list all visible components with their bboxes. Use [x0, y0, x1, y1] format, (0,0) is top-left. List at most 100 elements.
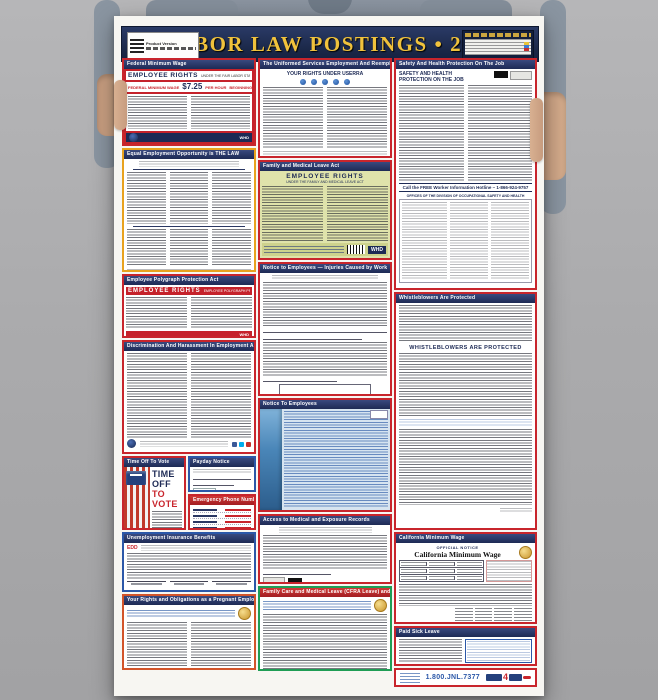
medical-records-title-text	[278, 527, 372, 533]
section-federal-minimum-wage: Federal Minimum Wage EMPLOYEE RIGHTS UND…	[122, 58, 256, 146]
paid-sick-body-text	[399, 639, 462, 663]
ca-wage-note-box	[486, 560, 532, 582]
cfra-seal-icon	[374, 599, 387, 612]
sticker-gold-text	[465, 33, 531, 37]
product-version-code	[146, 47, 196, 50]
section-payday-notice: Payday Notice	[188, 456, 256, 492]
section-header: California Minimum Wage	[396, 534, 535, 543]
section-header: Employee Polygraph Protection Act	[124, 276, 254, 285]
userra-body-text	[263, 87, 387, 149]
safety-hotline: Call the FREE Worker Information Hotline…	[399, 183, 532, 192]
whistleblower-body-text-2	[399, 429, 532, 505]
fmw-effective-date: BEGINNING JULY 24, 2009	[229, 85, 256, 90]
ca-min-wage-body-text	[399, 584, 532, 606]
section-header: Equal Employment Opportunity is THE LAW	[124, 150, 254, 159]
payday-fill-line-2	[193, 480, 234, 486]
vote-headline-2: TO VOTE	[152, 489, 178, 509]
eeo-intro-text	[139, 161, 239, 167]
whistleblower-title: WHISTLEBLOWERS ARE PROTECTED	[409, 345, 522, 351]
safety-title: SAFETY AND HEALTH PROTECTION ON THE JOB	[399, 71, 464, 83]
brand-logo-right	[509, 674, 522, 681]
product-version-sticker: Product Version	[127, 32, 199, 59]
barcode-label	[465, 39, 531, 55]
section-header: Paid Sick Leave	[396, 628, 535, 637]
fmw-subtitle: UNDER THE FAIR LABOR STANDARDS ACT	[200, 74, 250, 78]
injuries-body-text	[263, 282, 387, 326]
polygraph-body-text	[126, 297, 252, 329]
userra-service-icons	[263, 79, 387, 85]
section-injuries: Notice to Employees — Injuries Caused by…	[258, 262, 392, 396]
twitter-icon	[239, 442, 244, 447]
footer-phone: 1.800.JNL.7377	[425, 674, 480, 681]
safety-offices-table	[399, 199, 532, 283]
ca-wage-table	[399, 560, 532, 582]
whistleblower-rev-text	[500, 508, 532, 513]
calosha-black-logo	[494, 71, 508, 78]
fmw-agency: WHD	[239, 135, 249, 140]
poster-masthead: Product Version LABOR LAW POSTINGS • 201…	[121, 26, 539, 63]
dol-seal-icon	[129, 133, 138, 142]
section-eeo: Equal Employment Opportunity is THE LAW	[122, 148, 256, 272]
section-header: Notice to Employees — Injuries Caused by…	[260, 264, 390, 273]
facebook-icon	[232, 442, 237, 447]
social-icons	[232, 442, 251, 447]
section-header: Family Care and Medical Leave (CFRA Leav…	[260, 588, 390, 597]
injuries-subtitle-text	[272, 275, 378, 280]
fmla-subtitle: UNDER THE FAMILY AND MEDICAL LEAVE ACT	[286, 180, 364, 184]
injuries-form-line-3	[263, 376, 338, 382]
discrimination-footer-text	[140, 440, 228, 447]
section-header: Whistleblowers Are Protected	[396, 294, 535, 303]
section-time-off-to-vote: Time Off To Vote TIME OFF TO VOTE	[122, 456, 186, 530]
section-pregnant-employee: Your Rights and Obligations as a Pregnan…	[122, 594, 256, 670]
section-header: Access to Medical and Exposure Records	[260, 516, 390, 525]
section-safety-health: Safety And Health Protection On The Job …	[394, 58, 537, 290]
injuries-notice-box	[279, 384, 371, 394]
section-ca-min-wage: California Minimum Wage OFFICIAL NOTICE …	[394, 532, 537, 624]
section-userra: The Uniformed Services Employment And Re…	[258, 58, 392, 158]
cfra-title-text	[263, 601, 371, 610]
fmla-footer: WHD	[262, 243, 388, 256]
discrimination-body-text	[127, 353, 251, 439]
ca-official-notice: OFFICIAL NOTICE	[436, 545, 479, 550]
brand-logo-swoosh	[523, 676, 531, 679]
section-fmla: Family and Medical Leave Act EMPLOYEE RI…	[258, 160, 392, 260]
eeo-columns-text	[127, 172, 252, 224]
polygraph-title: EMPLOYEE RIGHTS	[128, 288, 201, 294]
notice-employees-body-text	[284, 411, 388, 508]
cfra-body-text	[263, 614, 387, 669]
section-paid-sick-leave: Paid Sick Leave	[394, 626, 537, 666]
ca-wage-schedule-table	[454, 608, 532, 622]
section-header: Time Off To Vote	[124, 458, 184, 467]
safety-body-text	[399, 85, 532, 181]
calosha-logo	[263, 577, 285, 582]
ca-min-wage-title: California Minimum Wage	[414, 550, 501, 559]
section-header: Family and Medical Leave Act	[260, 162, 390, 171]
section-header: The Uniformed Services Employment And Re…	[260, 60, 390, 69]
section-unemployment: Unemployment Insurance Benefits EDD	[122, 532, 256, 592]
vote-headline-1: TIME OFF	[152, 469, 175, 489]
qr-code-icon	[130, 38, 144, 53]
color-chip	[524, 42, 529, 51]
section-notice-to-employees: Notice To Employees	[258, 398, 392, 512]
ca-seal-icon	[519, 545, 532, 559]
fmw-wage-amount: $7.25	[182, 82, 203, 91]
payday-intro-text	[193, 469, 251, 474]
pregnant-title-text	[127, 610, 235, 617]
ballot-box-icon	[126, 471, 146, 485]
section-header: Notice To Employees	[260, 400, 390, 409]
fmw-footer: WHD	[126, 133, 252, 142]
medical-records-body-text	[263, 535, 387, 569]
eeo-columns-text-2	[127, 229, 252, 267]
injuries-form-line-2	[263, 333, 363, 340]
injuries-form-line	[263, 326, 387, 333]
fmw-title: EMPLOYEE RIGHTS	[128, 72, 198, 79]
fmla-agency: WHD	[368, 245, 386, 254]
userra-footer-text	[263, 151, 387, 156]
fmw-wage-label: FEDERAL MINIMUM WAGE	[128, 85, 180, 90]
safety-logo-box	[510, 71, 532, 80]
section-whistleblowers: Whistleblowers Are Protected WHISTLEBLOW…	[394, 292, 537, 530]
brand-logo-left	[485, 674, 502, 681]
eeo-footer-text	[127, 269, 251, 270]
section-medical-records: Access to Medical and Exposure Records	[258, 514, 392, 584]
